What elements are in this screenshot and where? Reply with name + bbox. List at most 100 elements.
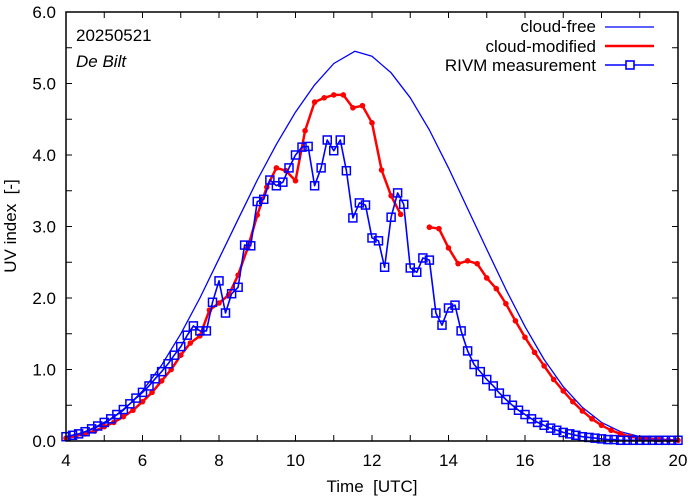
point-rivm-measurement bbox=[156, 366, 167, 377]
point-cloud-modified bbox=[512, 318, 519, 324]
point-cloud-modified bbox=[321, 95, 327, 101]
point-cloud-modified bbox=[550, 376, 557, 383]
point-rivm-measurement bbox=[201, 326, 212, 336]
point-rivm-measurement bbox=[507, 400, 518, 410]
point-rivm-measurement bbox=[482, 374, 492, 385]
point-rivm-measurement bbox=[118, 404, 129, 415]
point-rivm-measurement bbox=[233, 282, 243, 293]
point-rivm-measurement bbox=[431, 308, 441, 318]
point-cloud-modified bbox=[483, 275, 490, 281]
point-rivm-measurement bbox=[125, 399, 135, 409]
point-cloud-modified bbox=[350, 105, 356, 111]
point-rivm-measurement bbox=[488, 381, 499, 391]
y-tick-label: 4.0 bbox=[32, 146, 56, 165]
point-cloud-modified bbox=[560, 388, 567, 394]
point-rivm-measurement bbox=[539, 420, 549, 431]
point-cloud-modified bbox=[608, 427, 614, 434]
point-rivm-measurement bbox=[150, 374, 160, 384]
point-rivm-measurement bbox=[360, 200, 371, 210]
point-rivm-measurement bbox=[73, 429, 84, 439]
point-cloud-modified bbox=[455, 260, 461, 267]
point-rivm-measurement bbox=[373, 236, 384, 246]
point-rivm-measurement bbox=[207, 297, 218, 308]
point-rivm-measurement bbox=[252, 196, 262, 207]
point-cloud-modified bbox=[158, 378, 165, 384]
y-tick-label: 2.0 bbox=[32, 289, 56, 308]
x-tick-label: 4 bbox=[61, 451, 70, 470]
legend-label-cloud-free: cloud-free bbox=[520, 17, 596, 36]
point-cloud-modified bbox=[130, 407, 136, 414]
x-tick-label: 6 bbox=[138, 451, 147, 470]
point-rivm-measurement bbox=[297, 142, 307, 152]
point-rivm-measurement bbox=[609, 434, 619, 445]
point-rivm-measurement bbox=[188, 321, 199, 331]
x-tick-label: 20 bbox=[669, 451, 688, 470]
point-rivm-measurement bbox=[137, 387, 148, 398]
x-tick-label: 18 bbox=[592, 451, 611, 470]
point-rivm-measurement bbox=[80, 426, 90, 437]
point-cloud-modified bbox=[378, 167, 385, 173]
point-rivm-measurement bbox=[214, 276, 224, 286]
point-rivm-measurement bbox=[176, 341, 186, 352]
point-cloud-modified bbox=[187, 340, 194, 346]
point-cloud-modified bbox=[149, 389, 155, 396]
point-rivm-measurement bbox=[335, 135, 346, 145]
x-tick-label: 16 bbox=[516, 451, 535, 470]
y-tick-label: 1.0 bbox=[32, 361, 56, 380]
point-rivm-measurement bbox=[86, 424, 97, 434]
point-rivm-measurement bbox=[475, 366, 485, 377]
station-annotation: De Bilt bbox=[76, 52, 127, 71]
legend-marker-rivm-measurement bbox=[625, 60, 635, 70]
point-cloud-modified bbox=[359, 102, 366, 109]
point-cloud-modified bbox=[340, 92, 347, 98]
series-line-cloud-modified bbox=[65, 93, 402, 440]
point-rivm-measurement bbox=[545, 423, 556, 433]
point-cloud-modified bbox=[589, 416, 595, 422]
point-cloud-modified bbox=[445, 245, 452, 251]
point-rivm-measurement bbox=[290, 150, 301, 160]
point-rivm-measurement bbox=[322, 135, 332, 145]
point-rivm-measurement bbox=[603, 434, 613, 445]
y-tick-label: 0.0 bbox=[32, 432, 56, 451]
y-axis-title: UV index [-] bbox=[1, 179, 20, 273]
point-rivm-measurement bbox=[144, 381, 154, 391]
x-axis-title: Time [UTC] bbox=[327, 477, 418, 496]
point-cloud-modified bbox=[493, 285, 500, 292]
point-rivm-measurement bbox=[367, 233, 377, 243]
point-rivm-measurement bbox=[462, 346, 473, 356]
point-cloud-modified bbox=[522, 334, 528, 341]
point-rivm-measurement bbox=[571, 430, 581, 441]
point-cloud-modified bbox=[426, 224, 433, 231]
point-rivm-measurement bbox=[590, 433, 600, 443]
point-rivm-measurement bbox=[551, 425, 562, 436]
point-cloud-modified bbox=[177, 352, 184, 359]
y-tick-label: 5.0 bbox=[32, 75, 56, 94]
point-rivm-measurement bbox=[398, 199, 409, 210]
point-rivm-measurement bbox=[329, 145, 339, 156]
point-rivm-measurement bbox=[195, 326, 205, 336]
point-rivm-measurement bbox=[226, 288, 237, 299]
point-cloud-modified bbox=[139, 398, 146, 405]
series-line-rivm-measurement bbox=[65, 139, 678, 442]
point-cloud-modified bbox=[120, 413, 127, 420]
point-rivm-measurement bbox=[316, 163, 326, 173]
point-rivm-measurement bbox=[469, 359, 479, 370]
point-rivm-measurement bbox=[303, 141, 313, 152]
point-rivm-measurement bbox=[354, 198, 365, 208]
point-cloud-modified bbox=[598, 422, 605, 429]
point-cloud-modified bbox=[302, 127, 308, 134]
point-cloud-modified bbox=[570, 398, 576, 405]
point-rivm-measurement bbox=[450, 300, 460, 310]
axis-ticks: 4 6 8 10 12 14 16 18 20 0.0 1.0 2.0 3.0 4.0 5.0 6.0 bbox=[32, 3, 687, 470]
point-rivm-measurement bbox=[112, 409, 122, 420]
point-rivm-measurement bbox=[265, 175, 275, 185]
point-rivm-measurement bbox=[596, 434, 607, 444]
point-rivm-measurement bbox=[501, 394, 511, 405]
point-rivm-measurement bbox=[443, 303, 454, 313]
legend-label-rivm-measurement: RIVM measurement bbox=[445, 56, 596, 75]
point-cloud-modified bbox=[388, 192, 394, 199]
legend-label-cloud-modified: cloud-modified bbox=[485, 37, 596, 56]
x-tick-label: 10 bbox=[286, 451, 305, 470]
point-rivm-measurement bbox=[456, 326, 466, 336]
